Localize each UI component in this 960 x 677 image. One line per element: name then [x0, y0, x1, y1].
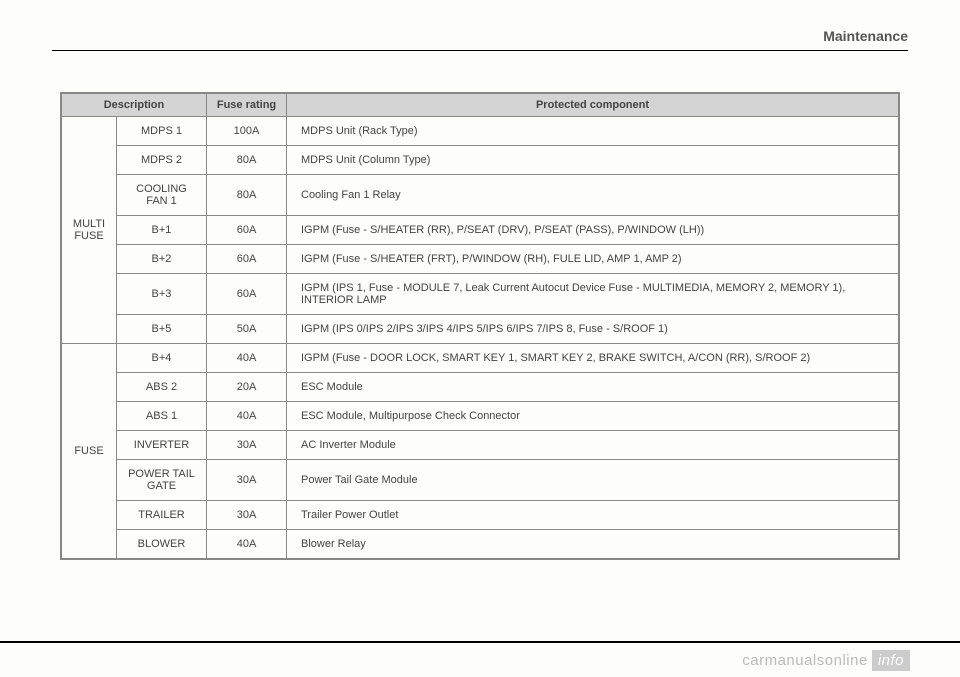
- cell-comp: ESC Module, Multipurpose Check Connector: [287, 402, 899, 431]
- cell-comp: IGPM (IPS 0/IPS 2/IPS 3/IPS 4/IPS 5/IPS …: [287, 315, 899, 344]
- cell-comp: IGPM (Fuse - S/HEATER (FRT), P/WINDOW (R…: [287, 245, 899, 274]
- brand-info: info: [872, 650, 910, 671]
- divider: [52, 50, 908, 51]
- table-row: FUSE B+4 40A IGPM (Fuse - DOOR LOCK, SMA…: [62, 344, 899, 373]
- cell-comp: Cooling Fan 1 Relay: [287, 175, 899, 216]
- table-row: B+2 60A IGPM (Fuse - S/HEATER (FRT), P/W…: [62, 245, 899, 274]
- table-row: MULTI FUSE MDPS 1 100A MDPS Unit (Rack T…: [62, 117, 899, 146]
- cell-comp: MDPS Unit (Rack Type): [287, 117, 899, 146]
- footer-brand: carmanualsonlineinfo: [742, 652, 910, 669]
- cell-desc: BLOWER: [117, 530, 207, 559]
- cell-comp: ESC Module: [287, 373, 899, 402]
- col-rating: Fuse rating: [207, 94, 287, 117]
- cell-desc: TRAILER: [117, 501, 207, 530]
- cell-desc: POWER TAIL GATE: [117, 460, 207, 501]
- table-row: MDPS 2 80A MDPS Unit (Column Type): [62, 146, 899, 175]
- cell-rating: 40A: [207, 402, 287, 431]
- cell-desc: B+1: [117, 216, 207, 245]
- table-row: B+1 60A IGPM (Fuse - S/HEATER (RR), P/SE…: [62, 216, 899, 245]
- table-row: INVERTER 30A AC Inverter Module: [62, 431, 899, 460]
- table-row: BLOWER 40A Blower Relay: [62, 530, 899, 559]
- table-row: ABS 2 20A ESC Module: [62, 373, 899, 402]
- cell-comp: IGPM (Fuse - S/HEATER (RR), P/SEAT (DRV)…: [287, 216, 899, 245]
- cell-desc: MDPS 2: [117, 146, 207, 175]
- cell-rating: 100A: [207, 117, 287, 146]
- brand-text: carmanualsonline: [742, 652, 868, 669]
- cell-comp: MDPS Unit (Column Type): [287, 146, 899, 175]
- cell-rating: 60A: [207, 274, 287, 315]
- cell-desc: B+3: [117, 274, 207, 315]
- cell-rating: 30A: [207, 431, 287, 460]
- page-title: Maintenance: [823, 28, 908, 44]
- table-row: B+5 50A IGPM (IPS 0/IPS 2/IPS 3/IPS 4/IP…: [62, 315, 899, 344]
- group-multi-fuse: MULTI FUSE: [62, 117, 117, 344]
- cell-comp: Blower Relay: [287, 530, 899, 559]
- table-row: POWER TAIL GATE 30A Power Tail Gate Modu…: [62, 460, 899, 501]
- cell-desc: COOLING FAN 1: [117, 175, 207, 216]
- cell-rating: 20A: [207, 373, 287, 402]
- cell-desc: INVERTER: [117, 431, 207, 460]
- col-component: Protected component: [287, 94, 899, 117]
- cell-rating: 40A: [207, 344, 287, 373]
- cell-comp: Trailer Power Outlet: [287, 501, 899, 530]
- cell-desc: B+5: [117, 315, 207, 344]
- cell-comp: IGPM (IPS 1, Fuse - MODULE 7, Leak Curre…: [287, 274, 899, 315]
- fuse-table: Description Fuse rating Protected compon…: [60, 92, 900, 560]
- cell-rating: 60A: [207, 245, 287, 274]
- cell-desc: B+4: [117, 344, 207, 373]
- table-row: TRAILER 30A Trailer Power Outlet: [62, 501, 899, 530]
- cell-rating: 50A: [207, 315, 287, 344]
- cell-rating: 60A: [207, 216, 287, 245]
- table-row: ABS 1 40A ESC Module, Multipurpose Check…: [62, 402, 899, 431]
- table-row: COOLING FAN 1 80A Cooling Fan 1 Relay: [62, 175, 899, 216]
- cell-rating: 30A: [207, 460, 287, 501]
- footer-divider: [0, 641, 960, 643]
- cell-desc: MDPS 1: [117, 117, 207, 146]
- cell-comp: IGPM (Fuse - DOOR LOCK, SMART KEY 1, SMA…: [287, 344, 899, 373]
- col-description: Description: [62, 94, 207, 117]
- cell-comp: AC Inverter Module: [287, 431, 899, 460]
- group-fuse: FUSE: [62, 344, 117, 559]
- table-row: B+3 60A IGPM (IPS 1, Fuse - MODULE 7, Le…: [62, 274, 899, 315]
- cell-rating: 80A: [207, 175, 287, 216]
- cell-desc: B+2: [117, 245, 207, 274]
- cell-desc: ABS 2: [117, 373, 207, 402]
- cell-rating: 30A: [207, 501, 287, 530]
- cell-rating: 80A: [207, 146, 287, 175]
- cell-comp: Power Tail Gate Module: [287, 460, 899, 501]
- cell-desc: ABS 1: [117, 402, 207, 431]
- cell-rating: 40A: [207, 530, 287, 559]
